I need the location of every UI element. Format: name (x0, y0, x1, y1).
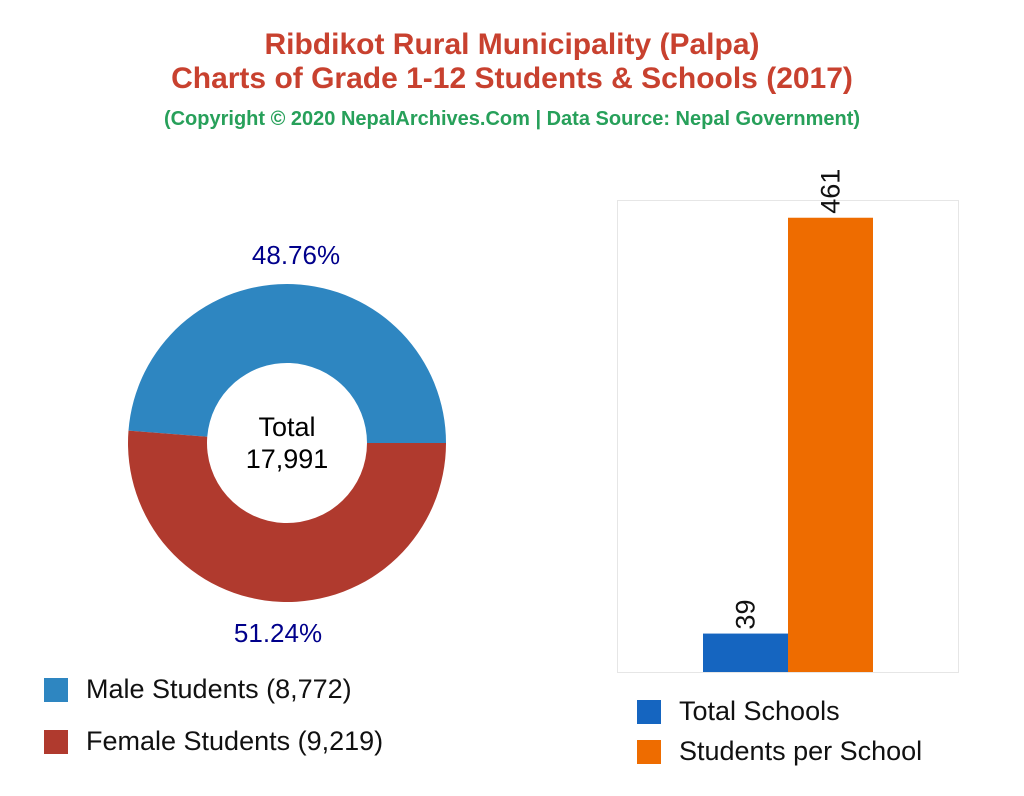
legend-swatch-male (44, 678, 68, 702)
chart-subtitle: Charts of Grade 1-12 Students & Schools … (171, 62, 853, 95)
donut-chart (127, 284, 447, 603)
bar-data-label: 39 (731, 600, 761, 630)
chart-credit: (Copyright © 2020 NepalArchives.Com | Da… (163, 108, 861, 130)
donut-slice-male (128, 284, 446, 443)
legend-total-schools: Total Schools (679, 696, 840, 726)
male-percent-label: 48.76% (252, 240, 340, 270)
legend-students-per-school: Students per School (679, 736, 923, 766)
bar-chart: 39 461 (703, 169, 873, 673)
chart-title: Ribdikot Rural Municipality (Palpa) (264, 28, 760, 61)
legend-female: Female Students (9,219) (86, 726, 384, 756)
bar-students-per-school (788, 217, 873, 673)
donut-center-value: 17,991 (246, 444, 329, 474)
donut-center-label: Total (258, 412, 315, 442)
legend-male: Male Students (8,772) (86, 674, 352, 704)
legend-swatch-female (44, 730, 68, 754)
bar-data-label: 461 (816, 169, 846, 214)
bar-total-schools (703, 633, 788, 672)
donut-slice-female (127, 430, 447, 603)
female-percent-label: 51.24% (234, 618, 322, 648)
legend-swatch-total-schools (637, 700, 661, 724)
legend-swatch-students-per-school (637, 740, 661, 764)
